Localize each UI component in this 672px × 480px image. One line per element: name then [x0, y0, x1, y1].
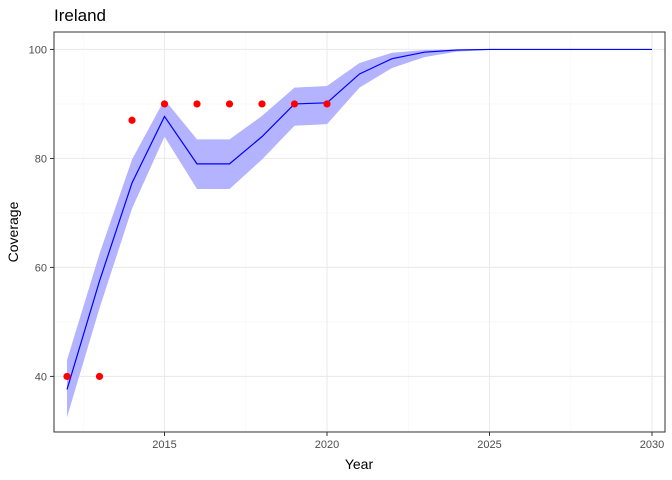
- x-tick-label: 2025: [477, 439, 501, 451]
- data-point: [258, 100, 266, 108]
- data-point: [95, 372, 104, 381]
- major-gridlines: [54, 32, 665, 432]
- coverage-line: [66, 48, 652, 390]
- data-point: [323, 100, 331, 108]
- x-tick-label: 2015: [152, 439, 176, 451]
- data-point: [128, 116, 136, 124]
- y-tick-label: 40: [35, 371, 47, 383]
- data-point: [193, 100, 201, 108]
- x-axis: 2015 2020 2025 2030: [152, 432, 664, 451]
- panel-border: [53, 31, 666, 433]
- observed-points: [63, 100, 331, 381]
- y-axis: 40 60 80 100: [29, 44, 54, 383]
- data-point: [225, 100, 234, 108]
- data-point: [290, 100, 299, 108]
- x-tick-label: 2020: [315, 439, 339, 451]
- y-tick-label: 100: [29, 44, 47, 56]
- x-tick-label: 2030: [640, 439, 664, 451]
- confidence-band: [67, 49, 652, 418]
- y-tick-label: 80: [35, 153, 47, 165]
- x-axis-title: Year: [345, 456, 374, 472]
- data-point: [63, 372, 71, 381]
- plot-panel: [53, 31, 666, 433]
- data-point: [160, 100, 169, 108]
- minor-gridlines: [54, 32, 665, 432]
- y-tick-label: 60: [35, 262, 47, 274]
- y-axis-title: Coverage: [5, 201, 21, 262]
- chart-title: Ireland: [54, 6, 106, 25]
